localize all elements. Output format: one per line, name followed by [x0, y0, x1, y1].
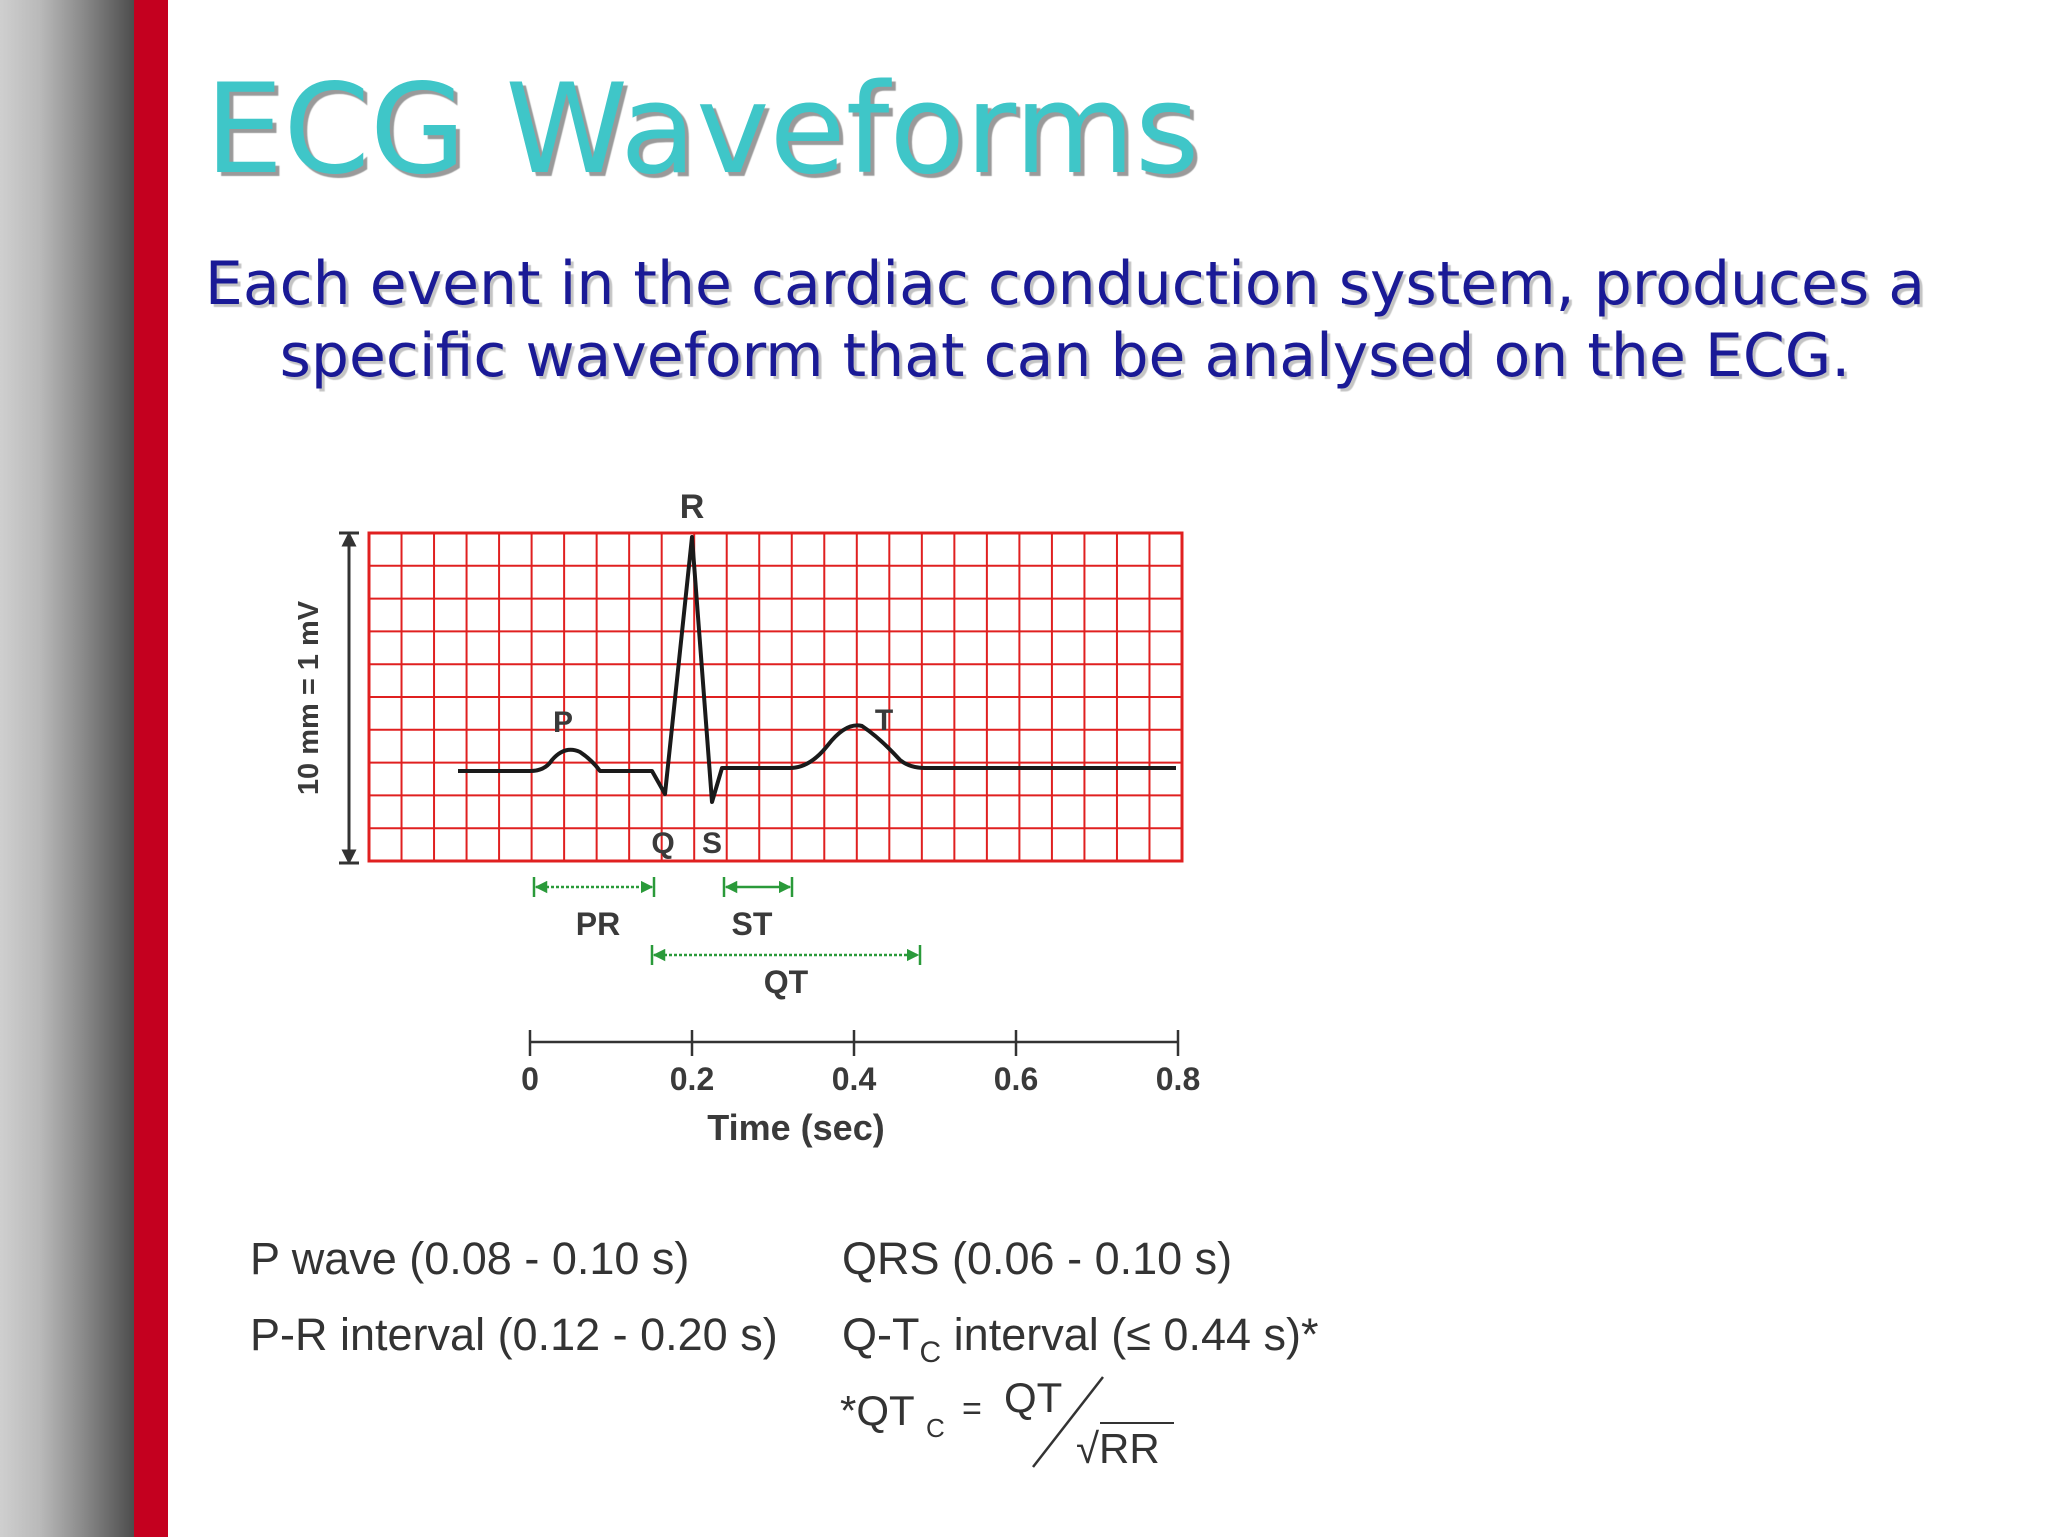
- formula-fraction-slash: [1032, 1376, 1104, 1468]
- t-wave-label: T: [875, 704, 893, 737]
- slide-subtitle: Each event in the cardiac conduction sys…: [200, 248, 1930, 392]
- qt-interval-arrow: [650, 945, 922, 965]
- qtc-prefix: Q-T: [842, 1309, 920, 1360]
- ecg-grid: [367, 531, 1184, 863]
- qtc-subscript: C: [919, 1336, 942, 1369]
- subtitle-line-2: specific waveform that can be analysed o…: [279, 321, 1851, 391]
- legend-p-wave: P wave (0.08 - 0.10 s): [250, 1233, 690, 1284]
- qt-interval-label: QT: [764, 964, 809, 1000]
- time-axis-title: Time (sec): [707, 1107, 884, 1148]
- p-wave-label: P: [553, 706, 573, 739]
- qtc-formula: *QT C = QT √RR: [840, 1374, 1174, 1472]
- side-gradient-bar: [0, 0, 134, 1537]
- voltage-scale-bar: [339, 531, 359, 865]
- r-wave-label: R: [680, 488, 705, 526]
- time-axis-ticks: 0 0.2 0.4 0.6 0.8: [521, 1030, 1200, 1097]
- pr-interval-arrow: [532, 877, 656, 897]
- legend-qrs: QRS (0.06 - 0.10 s): [842, 1233, 1233, 1284]
- time-axis-tick-label: 0.2: [670, 1061, 714, 1097]
- time-axis-tick-label: 0.8: [1156, 1061, 1200, 1097]
- formula-lhs: *QT: [840, 1387, 915, 1434]
- time-axis-tick-label: 0.6: [994, 1061, 1038, 1097]
- subtitle-line-1: Each event in the cardiac conduction sys…: [204, 249, 1926, 319]
- st-interval-label: ST: [732, 906, 773, 942]
- legend-pr-interval: P-R interval (0.12 - 0.20 s): [250, 1309, 778, 1360]
- legend-qtc-interval: Q-TC interval (≤ 0.44 s)*: [842, 1309, 1319, 1368]
- qtc-suffix: interval (≤ 0.44 s)*: [953, 1309, 1319, 1360]
- time-axis-tick-label: 0.4: [832, 1061, 877, 1097]
- voltage-scale-label: 10 mm = 1 mV: [293, 600, 325, 795]
- formula-equals: =: [962, 1390, 982, 1428]
- pr-interval-label: PR: [576, 906, 620, 942]
- time-axis-tick-label: 0: [521, 1061, 539, 1097]
- st-interval-arrow: [722, 877, 794, 897]
- slide-title: ECG Waveforms: [205, 58, 1200, 202]
- formula-numerator: QT: [1004, 1374, 1062, 1421]
- formula-denominator: √RR: [1076, 1425, 1160, 1472]
- q-wave-label: Q: [651, 827, 674, 860]
- side-red-bar: [134, 0, 168, 1537]
- ecg-trace: [458, 535, 1176, 804]
- formula-lhs-subscript: C: [926, 1413, 945, 1443]
- s-wave-label: S: [702, 827, 722, 860]
